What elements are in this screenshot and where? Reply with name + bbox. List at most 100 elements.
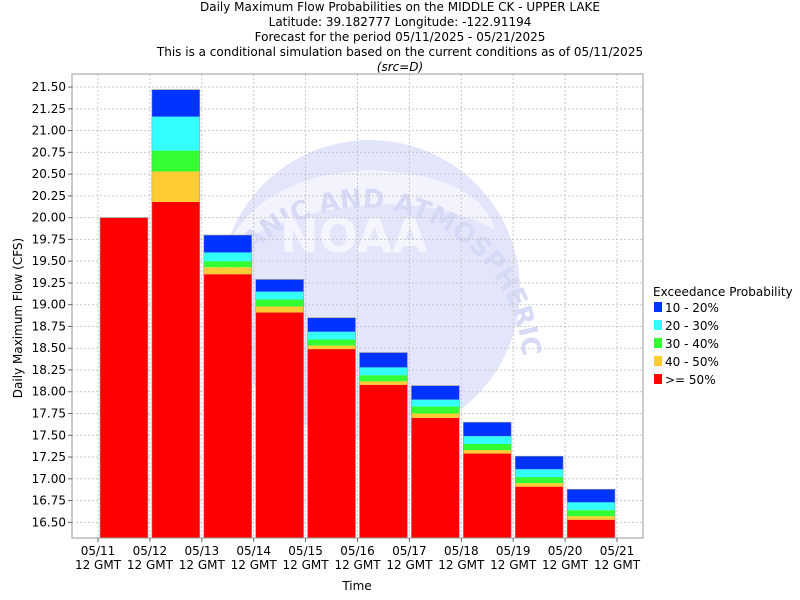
bar-segment-p40-50: [307, 345, 356, 350]
x-tick-time: 12 GMT: [179, 558, 226, 572]
bar-segment-p20-30: [567, 502, 615, 511]
x-tick-time: 12 GMT: [75, 558, 122, 572]
bar-segment-p50: [151, 201, 200, 539]
x-tick-date: 05/20: [548, 544, 583, 558]
bar-segment-p20-30: [151, 116, 200, 151]
x-tick-time: 12 GMT: [231, 558, 278, 572]
y-tick-label: 20.25: [32, 189, 66, 203]
bar-segment-p30-40: [307, 339, 356, 346]
bar-05-16: [359, 352, 408, 539]
bar-segment-p30-40: [203, 261, 252, 268]
x-tick-time: 12 GMT: [438, 558, 485, 572]
chart-period: Forecast for the period 05/11/2025 - 05/…: [254, 30, 546, 44]
bar-segment-p50: [307, 349, 356, 538]
bar-segment-p30-40: [151, 150, 200, 172]
x-tick-time: 12 GMT: [490, 558, 537, 572]
bar-segment-p40-50: [411, 413, 460, 418]
legend-swatch: [654, 374, 662, 384]
bars-group: [99, 89, 616, 539]
legend-label: 30 - 40%: [665, 337, 719, 351]
legend-label: 40 - 50%: [665, 355, 719, 369]
bar-segment-p20-30: [203, 252, 252, 262]
bar-05-20: [566, 488, 616, 539]
bar-segment-p50: [255, 312, 304, 538]
y-tick-label: 20.00: [32, 211, 66, 225]
bar-05-18: [462, 421, 512, 539]
bar-segment-p10-20: [151, 89, 200, 117]
x-tick-time: 12 GMT: [334, 558, 381, 572]
bar-segment-p40-50: [203, 267, 252, 275]
legend-swatch: [654, 320, 662, 330]
bar-segment-p20-30: [307, 331, 356, 340]
bar-segment-p20-30: [255, 291, 304, 300]
x-tick-date: 05/13: [185, 544, 220, 558]
bar-05-15: [307, 317, 356, 539]
x-tick-date: 05/11: [81, 544, 116, 558]
legend-label: 20 - 30%: [665, 319, 719, 333]
x-tick-date: 05/19: [496, 544, 531, 558]
bar-segment-p50: [411, 417, 460, 538]
bar-segment-p40-50: [255, 306, 304, 313]
bar-segment-p30-40: [463, 443, 512, 451]
chart-title: Daily Maximum Flow Probabilities on the …: [200, 0, 600, 14]
legend-label: 10 - 20%: [665, 301, 719, 315]
chart-note: This is a conditional simulation based o…: [156, 45, 644, 59]
chart-location: Latitude: 39.182777 Longitude: -122.9119…: [268, 15, 532, 29]
chart-source: (src=D): [376, 60, 424, 74]
y-axis-ticks: 16.50 16.75 17.00 17.25 17.50 17.75 18.00 18.25…: [32, 80, 72, 529]
bar-segment-p50: [463, 453, 512, 538]
x-tick-date: 05/21: [600, 544, 635, 558]
bar-segment-p10-20: [255, 279, 304, 292]
bar-segment-p10-20: [463, 422, 512, 437]
y-tick-label: 18.00: [32, 385, 66, 399]
y-tick-label: 21.00: [32, 124, 66, 138]
x-tick-date: 05/12: [133, 544, 168, 558]
bar-segment-p10-20: [307, 317, 356, 332]
bar-segment-p50: [203, 274, 252, 538]
y-tick-label: 17.25: [32, 450, 66, 464]
x-axis-title: Time: [341, 579, 371, 593]
y-tick-label: 16.75: [32, 494, 66, 508]
y-tick-label: 16.50: [32, 515, 66, 529]
bar-segment-p40-50: [567, 516, 615, 520]
y-tick-label: 20.75: [32, 145, 66, 159]
x-tick-date: 05/18: [444, 544, 479, 558]
bar-05-19: [514, 455, 564, 539]
bar-segment-p40-50: [515, 483, 564, 487]
y-tick-label: 19.50: [32, 254, 66, 268]
y-tick-label: 18.25: [32, 363, 66, 377]
bar-segment-p50: [359, 384, 408, 538]
y-axis-title: Daily Maximum Flow (CFS): [11, 238, 25, 398]
y-tick-label: 20.50: [32, 167, 66, 181]
legend-swatch: [654, 356, 662, 366]
bar-05-12: [151, 89, 201, 539]
y-tick-label: 17.75: [32, 407, 66, 421]
bar-05-11: [99, 217, 149, 539]
bar-segment-p30-40: [515, 477, 564, 484]
bar-05-14: [255, 279, 304, 539]
bar-segment-p40-50: [151, 171, 200, 202]
bar-05-17: [411, 385, 460, 539]
bar-segment-p50: [567, 519, 615, 538]
bar-segment-p10-20: [359, 352, 408, 368]
bar-segment-p30-40: [359, 375, 408, 382]
bar-segment-p10-20: [203, 235, 252, 253]
y-tick-label: 21.50: [32, 80, 66, 94]
legend-swatch: [654, 302, 662, 312]
bar-segment-p30-40: [411, 406, 460, 414]
x-tick-date: 05/17: [392, 544, 427, 558]
bar-segment-p20-30: [411, 399, 460, 407]
bar-segment-p10-20: [567, 489, 615, 503]
bar-segment-p10-20: [515, 456, 564, 470]
bar-segment-p20-30: [359, 367, 408, 376]
y-tick-label: 19.75: [32, 232, 66, 246]
grid-lines: [72, 74, 643, 538]
x-tick-date: 05/15: [288, 544, 323, 558]
y-tick-label: 18.75: [32, 319, 66, 333]
x-tick-time: 12 GMT: [594, 558, 641, 572]
x-tick-date: 05/14: [236, 544, 271, 558]
y-tick-label: 18.50: [32, 341, 66, 355]
bar-segment-p30-40: [255, 299, 304, 307]
